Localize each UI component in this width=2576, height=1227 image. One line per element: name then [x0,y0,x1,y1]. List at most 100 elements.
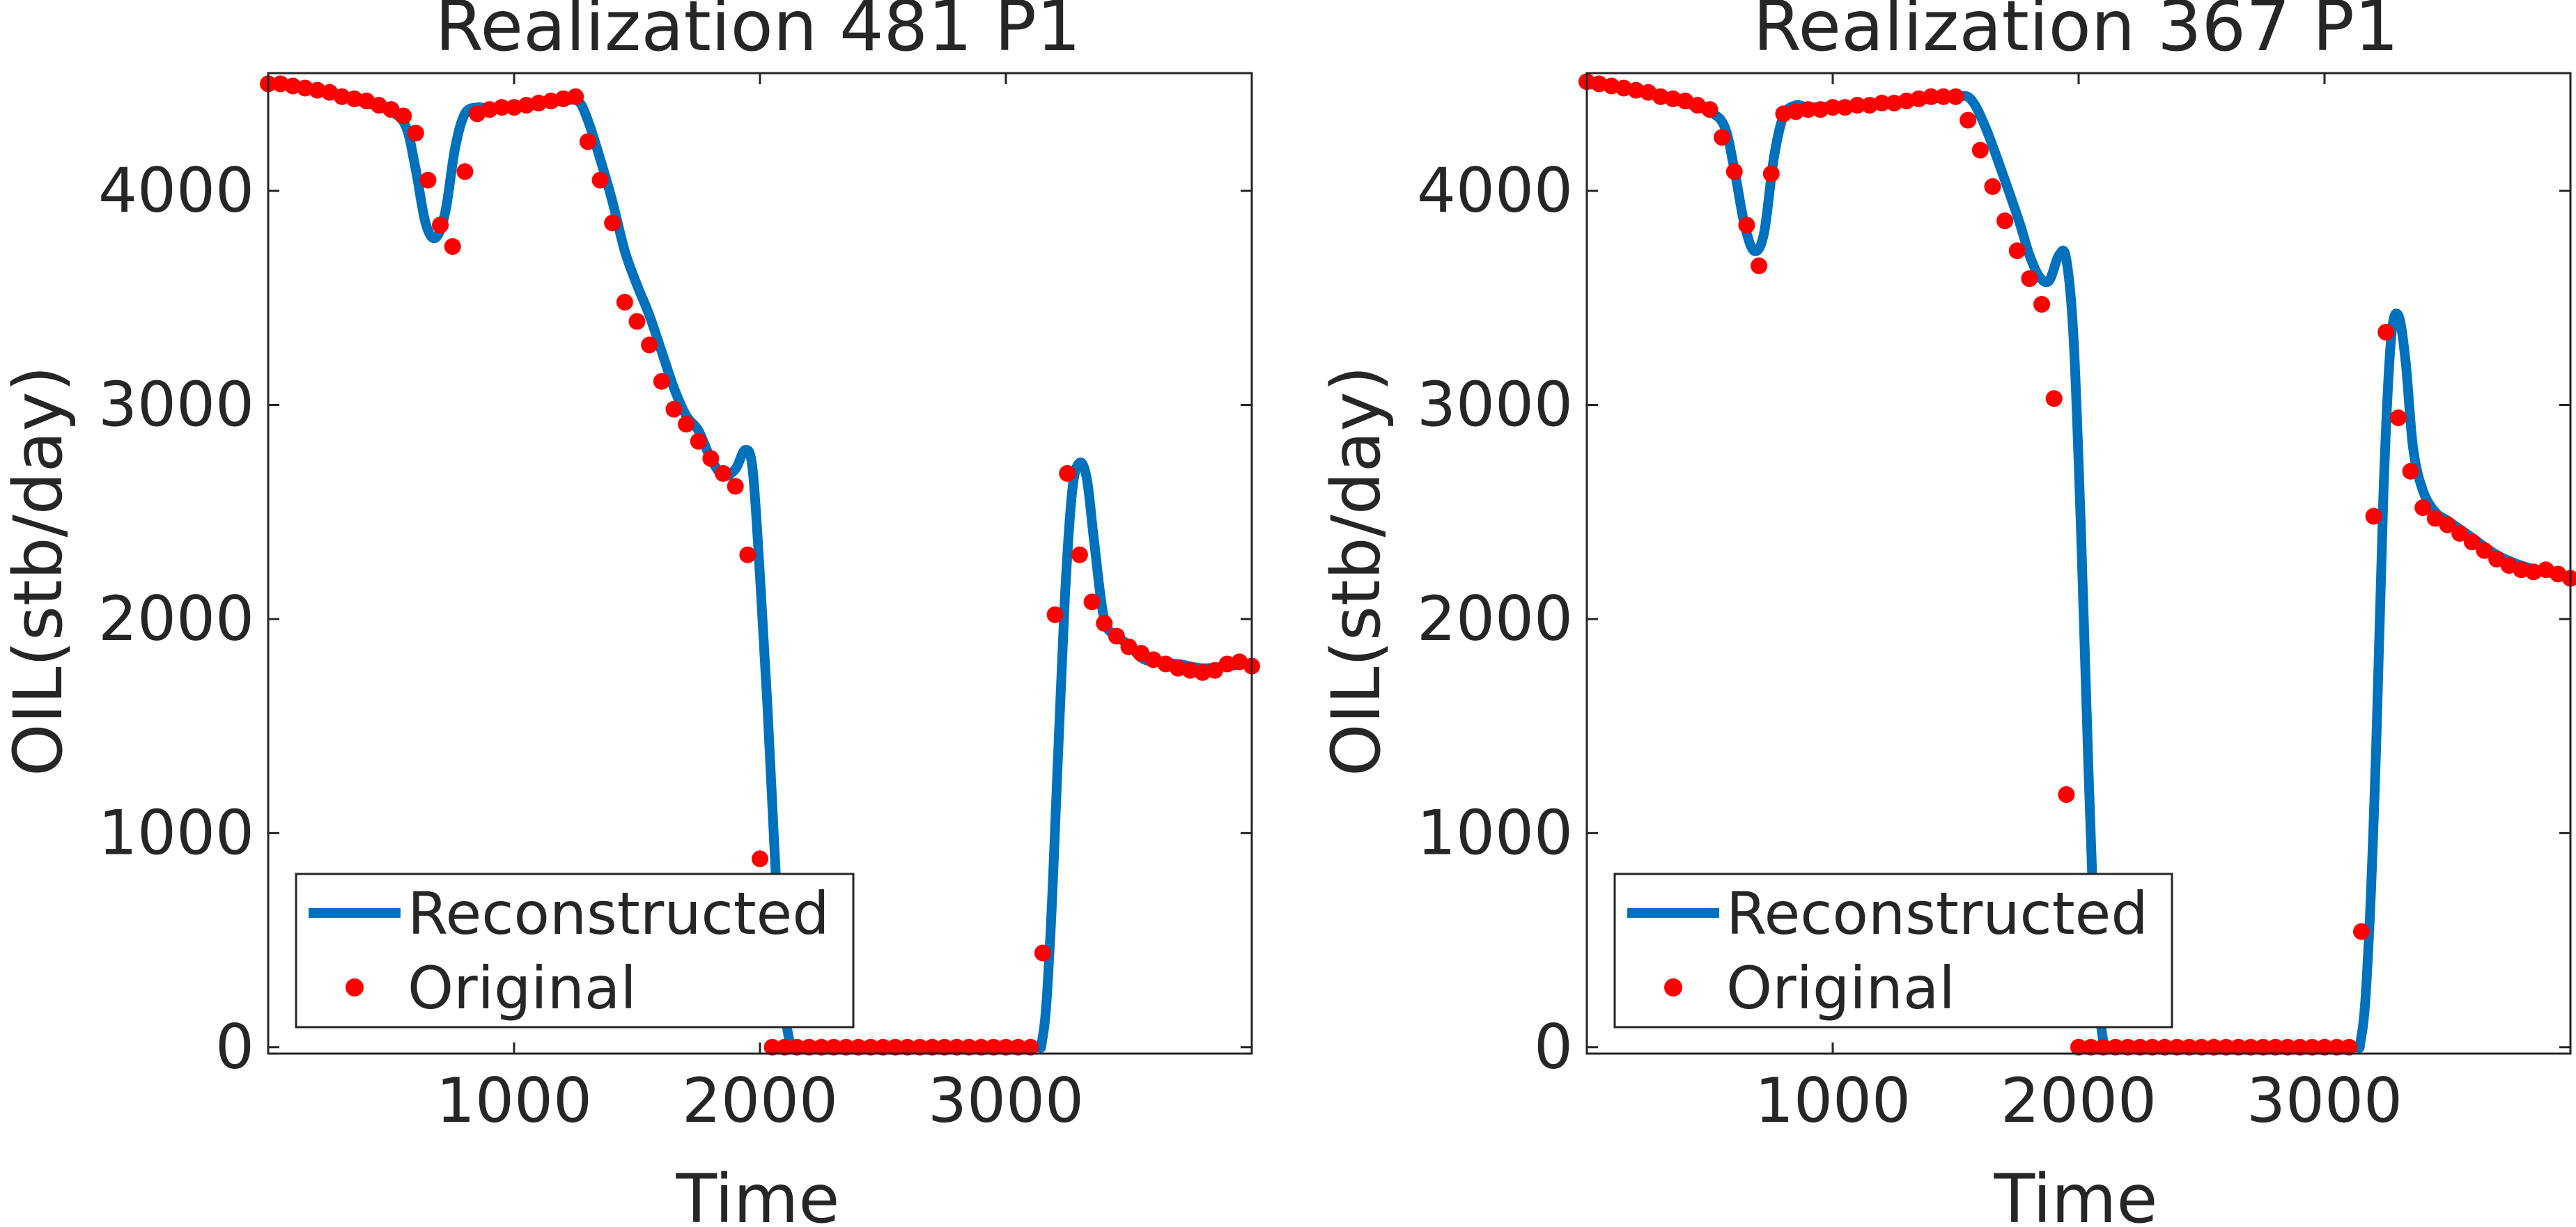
data-point-original [653,373,670,390]
data-point-original [432,217,449,234]
data-point-original [690,432,707,450]
chart-panel-realization-481: Realization 481 P1 Time OIL(stb/day) 100… [0,0,1260,1227]
y-tick-label: 2000 [98,583,254,655]
x-axis-label: Time [1994,1160,2158,1227]
data-point-original [1206,662,1224,679]
legend-box [1613,873,2173,1029]
plot-lines [263,79,1252,1053]
data-point-original [2304,1038,2321,1056]
data-point-original [1590,75,1608,93]
data-point-original [2070,1038,2087,1056]
data-point-original [678,416,695,433]
data-point-original [2279,1038,2297,1056]
data-point-original [887,1038,904,1056]
data-point-original [2389,409,2407,426]
data-point-original [1133,645,1150,662]
data-point-original [2488,550,2506,568]
data-point-original [2156,1038,2173,1056]
data-point-original [1934,88,1952,105]
x-tick-label: 3000 [928,1065,1084,1136]
x-ticks: 1000 2000 3000 [436,73,1084,1136]
data-point-original [1836,99,1854,116]
data-point-original [1725,163,1743,180]
data-point-original [2119,1038,2136,1056]
x-tick-label: 3000 [2247,1065,2403,1136]
legend: Reconstructed Original [295,873,855,1029]
data-point-original [1714,129,1731,146]
x-tick-label: 2000 [682,1065,838,1136]
data-point-original [972,1038,990,1056]
y-tick-label: 1000 [1417,797,1573,868]
data-point-original [2095,1038,2112,1056]
y-ticks: 0 1000 2000 3000 4000 [98,155,1252,1083]
x-tick-label: 1000 [436,1065,592,1136]
data-point-original [554,90,572,107]
data-point-original [579,133,596,150]
data-point-original [284,77,302,95]
data-point-original [2414,499,2432,517]
data-point-original [1071,546,1088,563]
y-tick-label: 3000 [98,369,254,441]
data-point-original [788,1038,805,1056]
data-point-original [1947,88,1964,105]
legend-entry-original: Original [408,954,637,1022]
data-point-original [998,1038,1014,1056]
data-point-original [2168,1038,2186,1056]
data-point-original [1799,101,1817,118]
data-point-original [1923,88,1940,105]
data-point-original [395,107,412,125]
data-point-original [628,313,646,330]
data-point-original [591,171,609,189]
x-tick-label: 2000 [2001,1065,2157,1136]
y-tick-label: 2000 [1417,583,1573,655]
data-point-original [382,101,400,118]
data-point-original [776,1038,793,1056]
y-tick-label: 0 [1534,1011,1573,1083]
data-point-original [1181,662,1199,679]
y-tick-label: 0 [215,1011,254,1083]
data-point-original [1194,664,1211,681]
data-point-original [2328,1038,2345,1056]
data-point-original [2562,570,2576,587]
data-point-original [2033,296,2051,313]
data-point-original [2463,533,2481,551]
data-point-original [2242,1038,2260,1056]
chart-title: Realization 367 P1 [1753,0,2398,67]
data-point-original [727,478,744,495]
x-axis-label: Time [676,1160,840,1227]
data-point-original [1960,111,1977,129]
data-point-original [2402,462,2419,480]
data-point-original [1762,165,1780,182]
legend-entry-reconstructed: Reconstructed [408,880,830,948]
series-line-reconstructed [263,79,1252,1053]
data-point-original [1615,79,1632,97]
data-point-original [899,1038,916,1056]
data-point-original [1849,97,1866,114]
data-point-original [493,99,511,116]
legend-dot-swatch [346,978,364,997]
y-tick-label: 1000 [98,797,254,868]
data-point-original [1898,92,1915,109]
data-point-original [752,850,768,868]
data-point-original [1218,655,1236,673]
y-tick-label: 3000 [1417,369,1573,441]
y-axis-label: OIL(stb/day) [0,366,77,776]
chart-panel-realization-367: Realization 367 P1 Time OIL(stb/day) 100… [1317,0,2576,1227]
data-point-original [1009,1038,1027,1056]
data-point-original [2365,508,2382,525]
data-point-original [296,79,313,97]
data-point-original [1873,95,1891,112]
data-point-original [346,90,363,107]
data-point-original [641,336,658,354]
data-point-original [2377,323,2395,341]
data-point-original [874,1038,892,1056]
data-point-original [1886,95,1903,112]
data-point-original [2193,1038,2210,1056]
data-point-original [739,546,756,563]
y-axis-label: OIL(stb/day) [1317,366,1395,776]
data-point-original [1787,103,1805,120]
x-ticks: 1000 2000 3000 [1755,73,2403,1136]
data-point-original [2513,561,2530,579]
data-point-original [948,1038,965,1056]
